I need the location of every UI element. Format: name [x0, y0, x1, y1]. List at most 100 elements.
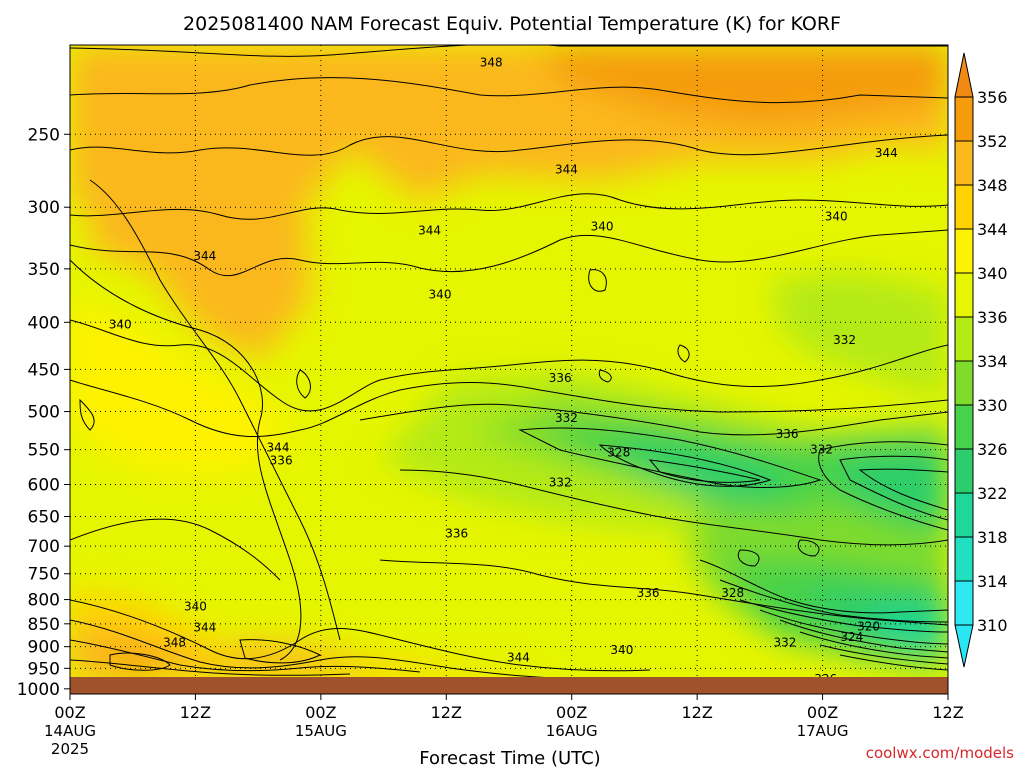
- contour-line: [719, 579, 948, 623]
- colorbar: 310 314 318 322 326 330 334 336 340 344 348 352 356: [954, 52, 1008, 668]
- colorbar-label: 344: [977, 220, 1008, 239]
- colorbar-label: 352: [977, 132, 1008, 151]
- x-date-label: 17AUG: [797, 722, 849, 740]
- contour-label: 324: [840, 630, 863, 644]
- contour-label: 336: [637, 586, 660, 600]
- x-tick-label: 00Z: [305, 703, 336, 722]
- colorbar-label: 348: [977, 176, 1008, 195]
- x-date-label: 14AUG: [44, 722, 96, 740]
- x-date-label: 15AUG: [295, 722, 347, 740]
- surface-terrain: [70, 677, 948, 694]
- grid-lines: [70, 45, 948, 694]
- colorbar-label: 334: [977, 352, 1008, 371]
- colorbar-swatch: [955, 581, 973, 625]
- colorbar-label: 322: [977, 484, 1008, 503]
- colorbar-label: 356: [977, 88, 1008, 107]
- contour-line: [648, 459, 761, 483]
- contour-line: [359, 403, 948, 436]
- contour-line: [858, 468, 948, 511]
- colorbar-low-extension: [954, 624, 974, 668]
- contour-label: 344: [507, 651, 530, 665]
- contour-line: [598, 444, 772, 487]
- y-tick-label: 950: [28, 659, 60, 679]
- contour-label: 320: [857, 620, 880, 634]
- x-date-label: 16AUG: [546, 722, 598, 740]
- contour-label: 340: [825, 209, 848, 223]
- contour-label: 348: [163, 636, 186, 650]
- colorbar-swatch: [955, 537, 973, 581]
- x-year-label: 2025: [51, 740, 89, 758]
- colorbar-swatch: [955, 493, 973, 537]
- contour-line: [70, 659, 351, 676]
- x-tick-label: 12Z: [180, 703, 211, 722]
- contour-label: 340: [429, 287, 452, 301]
- contour-line: [70, 134, 948, 156]
- contour-line: [739, 599, 948, 633]
- contour-line: [818, 441, 948, 531]
- contour-label: 344: [875, 146, 898, 160]
- y-tick-label: 250: [28, 125, 60, 145]
- contour-label: 332: [810, 443, 833, 457]
- contour-line: [89, 179, 341, 641]
- contour-line: [70, 518, 281, 581]
- colorbar-swatch: [955, 273, 973, 317]
- y-tick-label: 1000: [17, 680, 60, 700]
- contour-line: [70, 259, 302, 661]
- color-field-region: [770, 270, 948, 400]
- contour-label: 336: [549, 371, 572, 385]
- colorbar-label: 314: [977, 572, 1008, 591]
- contour-line: [799, 631, 948, 659]
- contour-label: 332: [773, 636, 796, 650]
- colorbar-label: 340: [977, 264, 1008, 283]
- y-tick-label: 500: [28, 403, 60, 423]
- contour-label: 336: [776, 427, 799, 441]
- contour-lines: [70, 45, 948, 681]
- contour-label: 340: [610, 643, 633, 657]
- x-tick-label: 12Z: [681, 703, 712, 722]
- contour-label: 336: [445, 526, 468, 540]
- contour-label: 348: [480, 56, 503, 70]
- colorbar-swatch: [955, 229, 973, 273]
- chart-title: 2025081400 NAM Forecast Equiv. Potential…: [183, 13, 841, 35]
- colorbar-swatch: [955, 449, 973, 493]
- contour-line: [109, 652, 171, 671]
- contour-label: 344: [418, 224, 441, 238]
- color-field-region: [840, 455, 948, 525]
- y-tick-label: 600: [28, 475, 60, 495]
- contour-line: [70, 619, 601, 681]
- colorbar-label: 330: [977, 396, 1008, 415]
- contour-line: [518, 427, 822, 488]
- contour-line: [79, 398, 95, 431]
- colorbar-swatch: [955, 185, 973, 229]
- y-tick-label: 550: [28, 441, 60, 461]
- y-tick-label: 300: [28, 198, 60, 218]
- y-tick-label: 800: [28, 591, 60, 611]
- y-tick-label: 650: [28, 508, 60, 528]
- contour-line: [588, 269, 607, 292]
- colorbar-label: 310: [977, 616, 1008, 635]
- contour-line: [70, 45, 948, 57]
- colorbar-label: 318: [977, 528, 1008, 547]
- contour-label: 336: [270, 453, 293, 467]
- contour-label: 344: [555, 162, 578, 176]
- contour-line: [379, 559, 948, 626]
- x-tick-label: 12Z: [431, 703, 462, 722]
- contour-label: 328: [721, 586, 744, 600]
- x-tick-label: 12Z: [932, 703, 963, 722]
- plot-area: 348 344 344 344 344 340 340 340 340 336 332 328 332 3…: [70, 45, 948, 694]
- contour-line: [70, 599, 651, 672]
- color-fields: [70, 45, 948, 680]
- y-tick-label: 450: [28, 360, 60, 380]
- contour-line: [70, 77, 948, 104]
- y-tick-label: 850: [28, 615, 60, 635]
- y-tick-label: 900: [28, 638, 60, 658]
- colorbar-label: 326: [977, 440, 1008, 459]
- color-field-region: [70, 300, 290, 470]
- colorbar-swatch: [955, 317, 973, 361]
- y-tick-label: 700: [28, 537, 60, 557]
- contour-label: 332: [555, 411, 578, 425]
- y-tick-label: 400: [28, 313, 60, 333]
- colorbar-swatch: [955, 405, 973, 449]
